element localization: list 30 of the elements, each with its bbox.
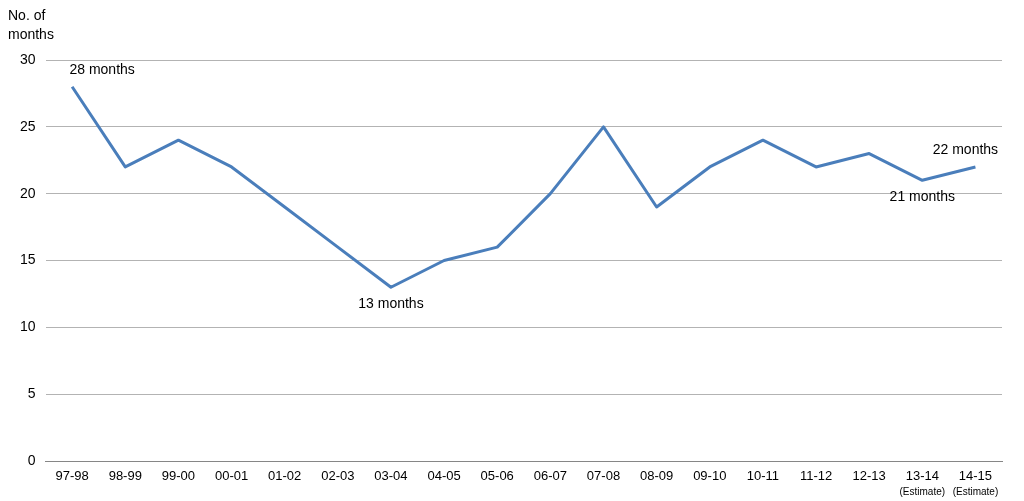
x-tick-label: 14-15 (Estimate) [952, 468, 999, 497]
y-tick-label: 15 [19, 251, 36, 268]
x-tick-label: 00-01 [214, 468, 249, 484]
x-tick-label: 97-98 [55, 468, 89, 484]
x-tick-label: 04-05 [427, 468, 461, 484]
y-axis-title: No. of months [8, 6, 54, 44]
x-tick-label: 98-99 [108, 468, 142, 484]
x-tick-label: 03-04 [374, 468, 408, 484]
annotation: 28 months [69, 60, 135, 77]
x-tick-label: 07-08 [586, 468, 621, 484]
x-tick-label: 02-03 [321, 468, 355, 484]
x-tick-label: 13-14 (Estimate) [899, 468, 946, 497]
x-tick-label: 08-09 [640, 468, 674, 484]
annotation: 21 months [889, 188, 955, 205]
y-tick-label: 5 [27, 385, 36, 402]
x-tick-label: 09-10 [693, 468, 727, 484]
x-tick-label: 11-12 [799, 468, 833, 484]
y-tick-label: 30 [19, 50, 36, 67]
x-tick-label: 05-06 [480, 468, 514, 484]
x-tick-label: 99-00 [161, 468, 196, 484]
x-tick-label: 12-13 [852, 468, 886, 484]
x-tick-label: 01-02 [268, 468, 302, 484]
y-tick-label: 0 [27, 451, 36, 468]
y-tick-label: 20 [19, 184, 36, 201]
x-tick-label: 06-07 [533, 468, 567, 484]
y-tick-label: 10 [19, 318, 36, 335]
annotation: 13 months [358, 295, 424, 312]
x-tick-label: 10-11 [746, 468, 780, 484]
annotation: 22 months [932, 140, 999, 157]
y-tick-label: 25 [19, 117, 36, 134]
